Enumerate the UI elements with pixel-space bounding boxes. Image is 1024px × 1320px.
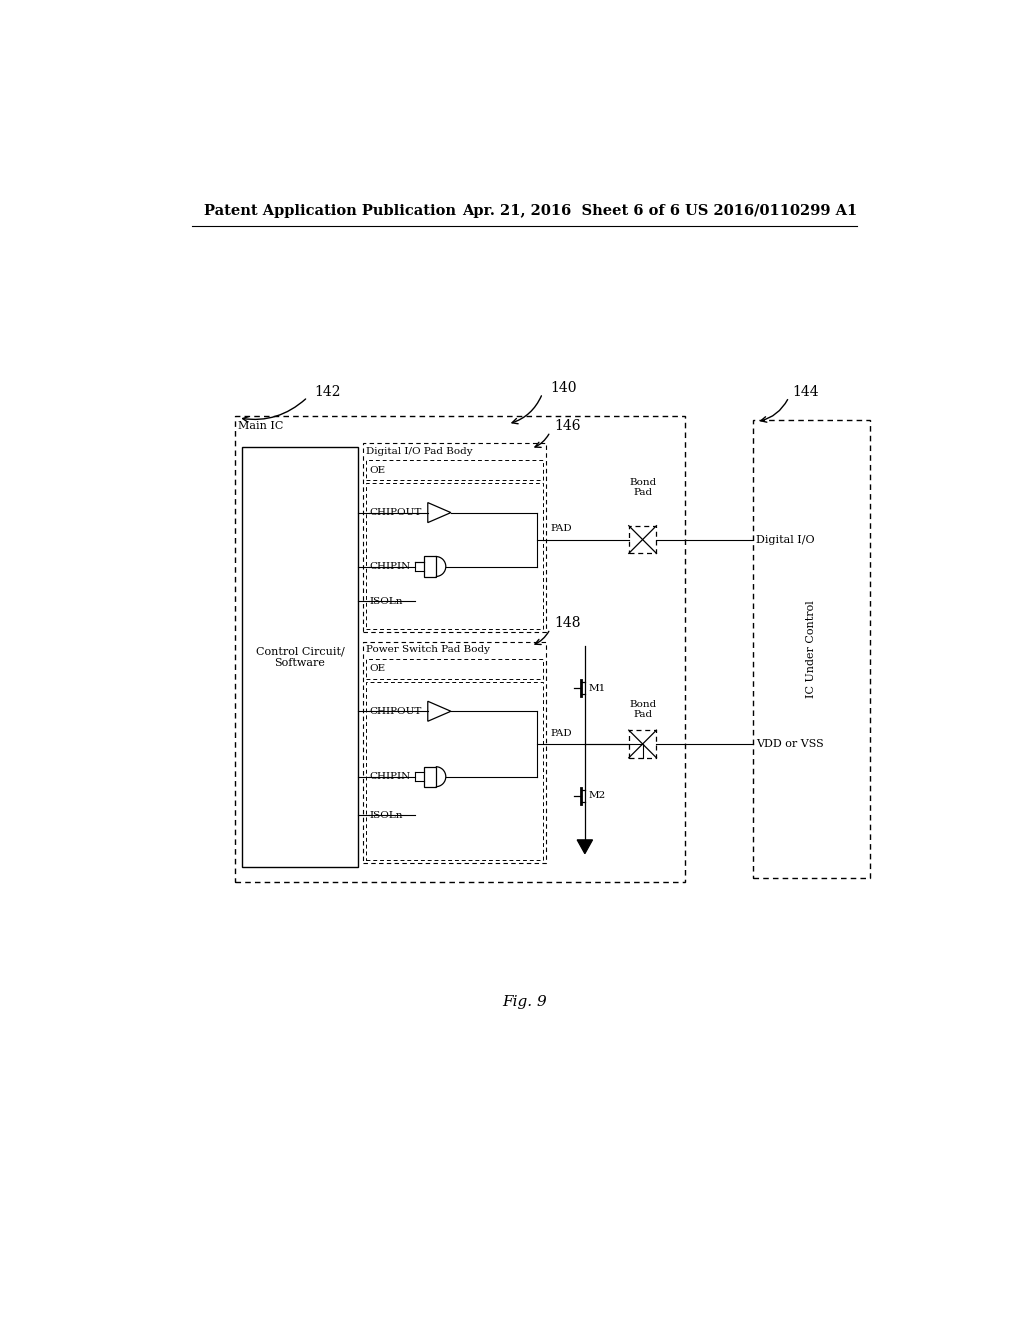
Bar: [364, 642, 547, 863]
Text: US 2016/0110299 A1: US 2016/0110299 A1: [685, 203, 857, 218]
Text: Control Circuit/
Software: Control Circuit/ Software: [256, 647, 344, 668]
Text: OE: OE: [370, 664, 385, 673]
Text: Bond
Pad: Bond Pad: [629, 478, 656, 498]
Text: Power Switch Pad Body: Power Switch Pad Body: [367, 645, 490, 655]
Text: OE: OE: [370, 466, 385, 475]
Text: Main IC: Main IC: [238, 421, 283, 430]
Text: M1: M1: [589, 684, 606, 693]
Text: Digital I/O Pad Body: Digital I/O Pad Body: [367, 446, 473, 455]
Bar: [629, 525, 656, 553]
Bar: [629, 730, 656, 758]
Text: PAD: PAD: [550, 729, 571, 738]
Text: CHIPIN: CHIPIN: [370, 772, 411, 781]
Text: 142: 142: [313, 384, 340, 399]
Bar: [367, 682, 544, 859]
Bar: [367, 659, 544, 678]
Text: CHIPOUT: CHIPOUT: [370, 508, 422, 517]
Bar: [367, 461, 544, 480]
Text: CHIPOUT: CHIPOUT: [370, 706, 422, 715]
Bar: [424, 767, 436, 787]
Text: IC Under Control: IC Under Control: [806, 601, 816, 698]
Text: 144: 144: [793, 384, 819, 399]
Text: VDD or VSS: VDD or VSS: [756, 739, 823, 748]
Bar: [364, 444, 547, 632]
Text: M2: M2: [589, 792, 606, 800]
Text: Digital I/O: Digital I/O: [756, 535, 814, 545]
Bar: [234, 416, 685, 882]
Text: ISOLn: ISOLn: [370, 597, 402, 606]
Text: Patent Application Publication: Patent Application Publication: [204, 203, 456, 218]
Text: 148: 148: [554, 616, 581, 631]
Bar: [367, 483, 544, 628]
Bar: [424, 557, 436, 577]
Text: CHIPIN: CHIPIN: [370, 562, 411, 572]
Bar: [243, 447, 357, 867]
Text: PAD: PAD: [550, 524, 571, 533]
Text: ISOLn: ISOLn: [370, 810, 402, 820]
Bar: [753, 420, 869, 878]
Text: Apr. 21, 2016  Sheet 6 of 6: Apr. 21, 2016 Sheet 6 of 6: [462, 203, 680, 218]
Text: 146: 146: [554, 420, 581, 433]
Polygon shape: [578, 840, 593, 854]
Text: Fig. 9: Fig. 9: [503, 994, 547, 1008]
Text: Bond
Pad: Bond Pad: [629, 700, 656, 719]
Text: 140: 140: [550, 381, 577, 395]
